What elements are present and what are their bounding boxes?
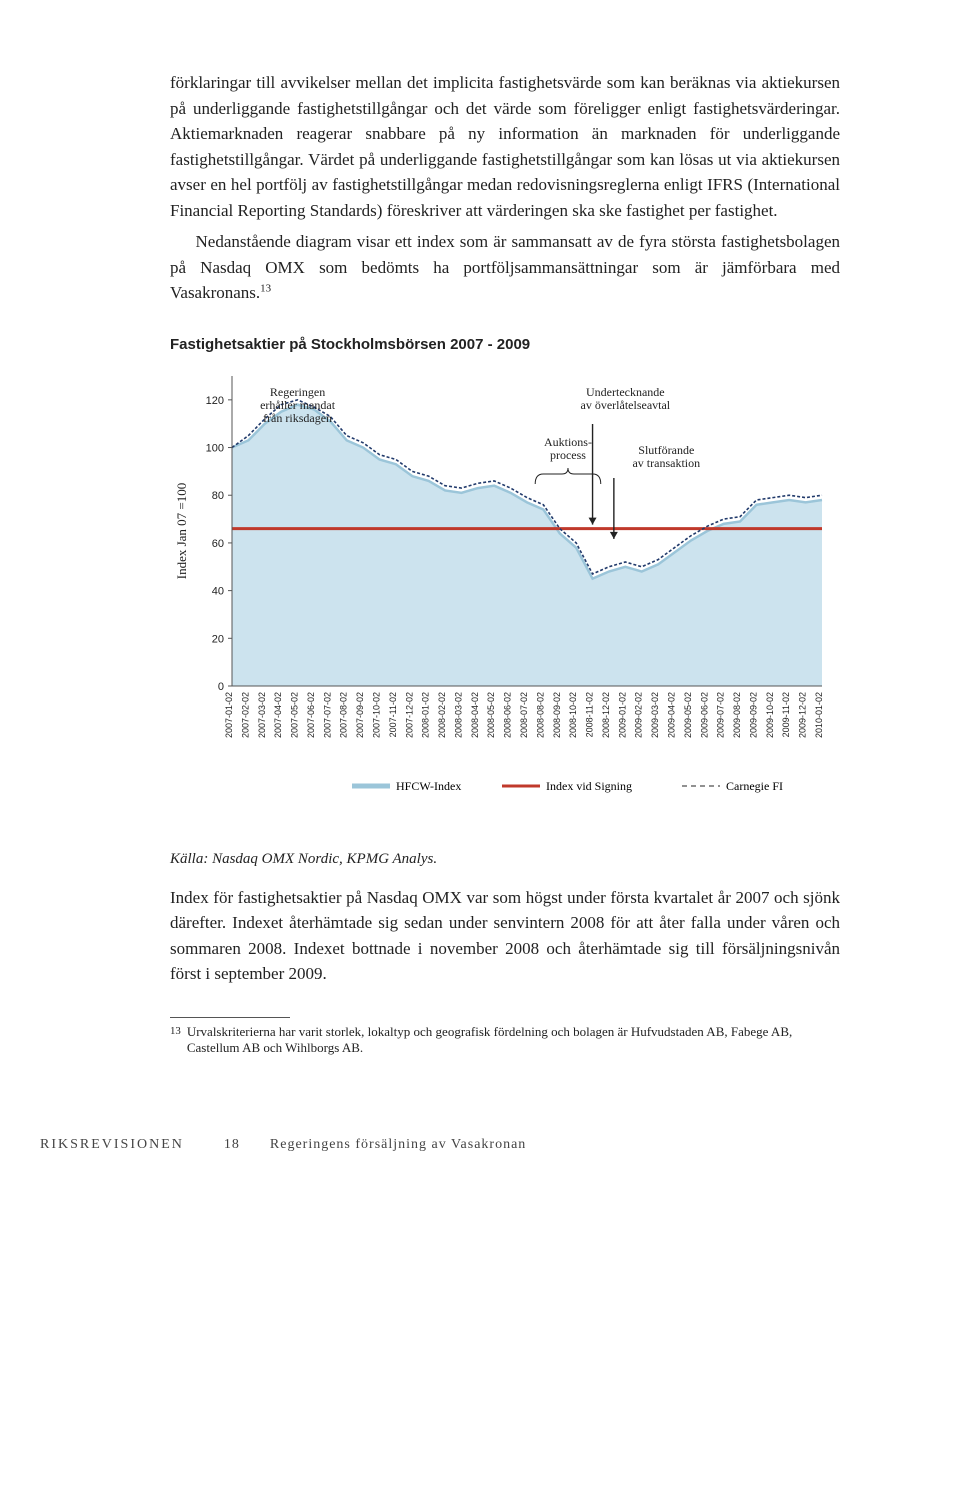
svg-text:2009-06-02: 2009-06-02 — [699, 692, 709, 738]
footnote-text: Urvalskriterierna har varit storlek, lok… — [187, 1024, 840, 1058]
svg-text:2007-10-02: 2007-10-02 — [372, 692, 382, 738]
footer-brand: RIKSREVISIONEN — [40, 1137, 184, 1153]
footnote-num: 13 — [170, 1024, 181, 1058]
svg-text:60: 60 — [212, 538, 224, 550]
svg-text:Carnegie FI: Carnegie FI — [726, 779, 783, 793]
paragraph-3: Index för fastighetsaktier på Nasdaq OMX… — [170, 885, 840, 987]
svg-text:2010-01-02: 2010-01-02 — [814, 692, 824, 738]
paragraph-2: Nedanstående diagram visar ett index som… — [170, 229, 840, 306]
svg-text:2008-04-02: 2008-04-02 — [470, 692, 480, 738]
svg-text:erhåller mandat: erhåller mandat — [260, 398, 336, 412]
footer-page: 18 — [224, 1137, 240, 1153]
svg-text:Index Jan 07 =100: Index Jan 07 =100 — [174, 483, 189, 580]
footnote-rule — [170, 1017, 290, 1018]
svg-text:2008-12-02: 2008-12-02 — [601, 692, 611, 738]
svg-text:2008-07-02: 2008-07-02 — [519, 692, 529, 738]
svg-text:2009-02-02: 2009-02-02 — [634, 692, 644, 738]
svg-text:0: 0 — [218, 681, 224, 693]
svg-text:av överlåtelseavtal: av överlåtelseavtal — [581, 398, 671, 412]
svg-text:2008-10-02: 2008-10-02 — [568, 692, 578, 738]
svg-text:av transaktion: av transaktion — [632, 456, 700, 470]
svg-text:2008-02-02: 2008-02-02 — [437, 692, 447, 738]
svg-text:120: 120 — [206, 395, 224, 407]
svg-text:2007-11-02: 2007-11-02 — [388, 692, 398, 737]
svg-text:2008-06-02: 2008-06-02 — [503, 692, 513, 738]
svg-text:Auktions-: Auktions- — [544, 435, 592, 449]
svg-text:2009-09-02: 2009-09-02 — [748, 692, 758, 738]
svg-text:40: 40 — [212, 586, 224, 598]
paragraph-1: förklaringar till avvikelser mellan det … — [170, 70, 840, 223]
svg-text:2008-01-02: 2008-01-02 — [421, 692, 431, 738]
svg-text:2007-06-02: 2007-06-02 — [306, 692, 316, 738]
footer-title: Regeringens försäljning av Vasakronan — [270, 1137, 526, 1153]
page-footer: RIKSREVISIONEN 18 Regeringens försäljnin… — [0, 1097, 960, 1193]
svg-text:2007-05-02: 2007-05-02 — [290, 692, 300, 738]
svg-text:Regeringen: Regeringen — [270, 385, 325, 399]
svg-text:2007-04-02: 2007-04-02 — [273, 692, 283, 738]
svg-text:2009-08-02: 2009-08-02 — [732, 692, 742, 738]
svg-text:80: 80 — [212, 490, 224, 502]
svg-text:2007-03-02: 2007-03-02 — [257, 692, 267, 738]
svg-text:process: process — [550, 448, 586, 462]
chart-source: Källa: Nasdaq OMX Nordic, KPMG Analys. — [170, 848, 840, 871]
svg-text:2008-05-02: 2008-05-02 — [486, 692, 496, 738]
footnote-ref: 13 — [260, 282, 271, 294]
svg-text:2009-01-02: 2009-01-02 — [617, 692, 627, 738]
svg-text:från riksdagen: från riksdagen — [263, 411, 332, 425]
svg-text:2008-09-02: 2008-09-02 — [552, 692, 562, 738]
svg-text:2007-07-02: 2007-07-02 — [322, 692, 332, 738]
svg-text:2007-12-02: 2007-12-02 — [404, 692, 414, 738]
chart: 0 20 40 60 80 100 120 Index Jan 07 =100 2007-01-… — [170, 366, 840, 826]
svg-text:2008-03-02: 2008-03-02 — [453, 692, 463, 738]
svg-text:2009-04-02: 2009-04-02 — [667, 692, 677, 738]
svg-text:Slutförande: Slutförande — [638, 443, 694, 457]
chart-title: Fastighetsaktier på Stockholmsbörsen 200… — [170, 334, 840, 357]
svg-text:2009-12-02: 2009-12-02 — [798, 692, 808, 738]
svg-text:2008-08-02: 2008-08-02 — [535, 692, 545, 738]
svg-text:2007-08-02: 2007-08-02 — [339, 692, 349, 738]
chart-svg: 0 20 40 60 80 100 120 Index Jan 07 =100 2007-01-… — [170, 366, 840, 826]
svg-text:HFCW-Index: HFCW-Index — [396, 779, 461, 793]
svg-text:2009-11-02: 2009-11-02 — [781, 692, 791, 737]
svg-text:2009-10-02: 2009-10-02 — [765, 692, 775, 738]
svg-text:2009-05-02: 2009-05-02 — [683, 692, 693, 738]
svg-text:2007-02-02: 2007-02-02 — [240, 692, 250, 738]
svg-text:2007-09-02: 2007-09-02 — [355, 692, 365, 738]
footnote: 13 Urvalskriterierna har varit storlek, … — [170, 1024, 840, 1058]
svg-text:100: 100 — [206, 443, 224, 455]
svg-text:2009-07-02: 2009-07-02 — [716, 692, 726, 738]
svg-text:2007-01-02: 2007-01-02 — [224, 692, 234, 738]
svg-text:2008-11-02: 2008-11-02 — [585, 692, 595, 737]
svg-text:Index vid Signing: Index vid Signing — [546, 779, 632, 793]
svg-text:2009-03-02: 2009-03-02 — [650, 692, 660, 738]
svg-text:Undertecknande: Undertecknande — [586, 385, 665, 399]
svg-text:20: 20 — [212, 633, 224, 645]
